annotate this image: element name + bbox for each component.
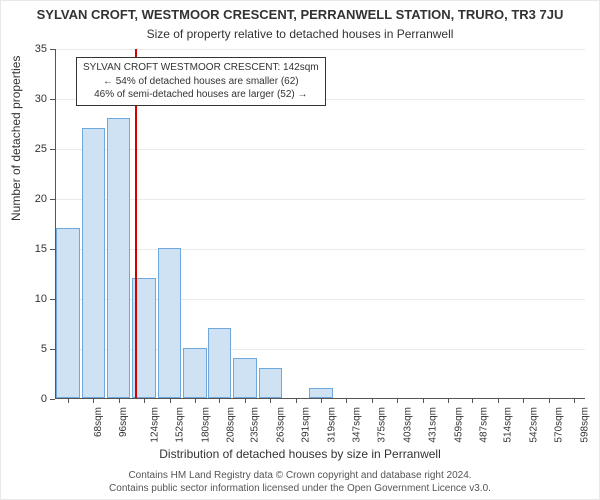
x-tick (93, 398, 94, 403)
x-tick (574, 398, 575, 403)
y-tick (50, 249, 55, 250)
x-tick (523, 398, 524, 403)
x-tick-label: 124sqm (149, 407, 160, 443)
x-tick-label: 459sqm (453, 407, 464, 443)
y-tick-label: 15 (35, 243, 47, 255)
x-tick-label: 180sqm (200, 407, 211, 443)
histogram-bar (183, 348, 206, 398)
histogram-bar (56, 228, 79, 398)
y-tick-label: 25 (35, 143, 47, 155)
x-tick (270, 398, 271, 403)
x-tick (219, 398, 220, 403)
x-tick-label: 487sqm (479, 407, 490, 443)
x-tick-label: 96sqm (118, 407, 129, 437)
histogram-bar (259, 368, 282, 398)
y-tick-label: 20 (35, 193, 47, 205)
histogram-bar (82, 128, 105, 398)
title-main: SYLVAN CROFT, WESTMOOR CRESCENT, PERRANW… (1, 7, 599, 22)
annotation-line3: 46% of semi-detached houses are larger (… (83, 88, 319, 102)
annotation-line2: ← 54% of detached houses are smaller (62… (83, 75, 319, 89)
x-tick (372, 398, 373, 403)
histogram-bar (158, 248, 181, 398)
x-tick-label: 152sqm (175, 407, 186, 443)
title-sub: Size of property relative to detached ho… (1, 27, 599, 41)
x-tick (296, 398, 297, 403)
x-tick (321, 398, 322, 403)
x-tick-label: 319sqm (326, 407, 337, 443)
annotation-box: SYLVAN CROFT WESTMOOR CRESCENT: 142sqm← … (76, 57, 326, 106)
x-tick (472, 398, 473, 403)
x-tick (170, 398, 171, 403)
y-tick (50, 199, 55, 200)
chart-container: SYLVAN CROFT, WESTMOOR CRESCENT, PERRANW… (0, 0, 600, 500)
histogram-bar (208, 328, 231, 398)
y-tick (50, 149, 55, 150)
annotation-line1: SYLVAN CROFT WESTMOOR CRESCENT: 142sqm (83, 61, 319, 75)
x-tick-label: 347sqm (352, 407, 363, 443)
y-axis-label: Number of detached properties (9, 56, 23, 221)
x-tick (549, 398, 550, 403)
x-tick (397, 398, 398, 403)
x-tick (119, 398, 120, 403)
y-tick-label: 5 (41, 343, 47, 355)
x-tick-label: 263sqm (275, 407, 286, 443)
y-tick (50, 99, 55, 100)
x-tick (68, 398, 69, 403)
x-axis-label: Distribution of detached houses by size … (1, 447, 599, 461)
x-tick (498, 398, 499, 403)
histogram-bar (107, 118, 130, 398)
y-tick (50, 299, 55, 300)
x-tick-label: 542sqm (528, 407, 539, 443)
x-tick-label: 208sqm (226, 407, 237, 443)
x-tick-label: 431sqm (428, 407, 439, 443)
y-tick-label: 0 (41, 393, 47, 405)
x-tick (448, 398, 449, 403)
copyright-line2: Contains public sector information licen… (1, 482, 599, 495)
copyright-line1: Contains HM Land Registry data © Crown c… (1, 469, 599, 482)
x-tick-label: 291sqm (301, 407, 312, 443)
x-tick (346, 398, 347, 403)
x-tick (144, 398, 145, 403)
y-tick (50, 49, 55, 50)
x-tick-label: 403sqm (402, 407, 413, 443)
x-tick (423, 398, 424, 403)
x-tick-label: 598sqm (579, 407, 590, 443)
y-tick (50, 349, 55, 350)
copyright: Contains HM Land Registry data © Crown c… (1, 469, 599, 495)
y-tick-label: 35 (35, 43, 47, 55)
x-tick-label: 514sqm (503, 407, 514, 443)
x-tick-label: 235sqm (250, 407, 261, 443)
x-tick-label: 570sqm (554, 407, 565, 443)
y-tick-label: 30 (35, 93, 47, 105)
histogram-bar (233, 358, 256, 398)
x-tick-label: 375sqm (377, 407, 388, 443)
histogram-bar (309, 388, 332, 398)
y-tick (50, 399, 55, 400)
chart-area: SYLVAN CROFT WESTMOOR CRESCENT: 142sqm← … (55, 49, 585, 399)
x-tick (245, 398, 246, 403)
x-tick-label: 68sqm (93, 407, 104, 437)
y-tick-label: 10 (35, 293, 47, 305)
x-tick (195, 398, 196, 403)
